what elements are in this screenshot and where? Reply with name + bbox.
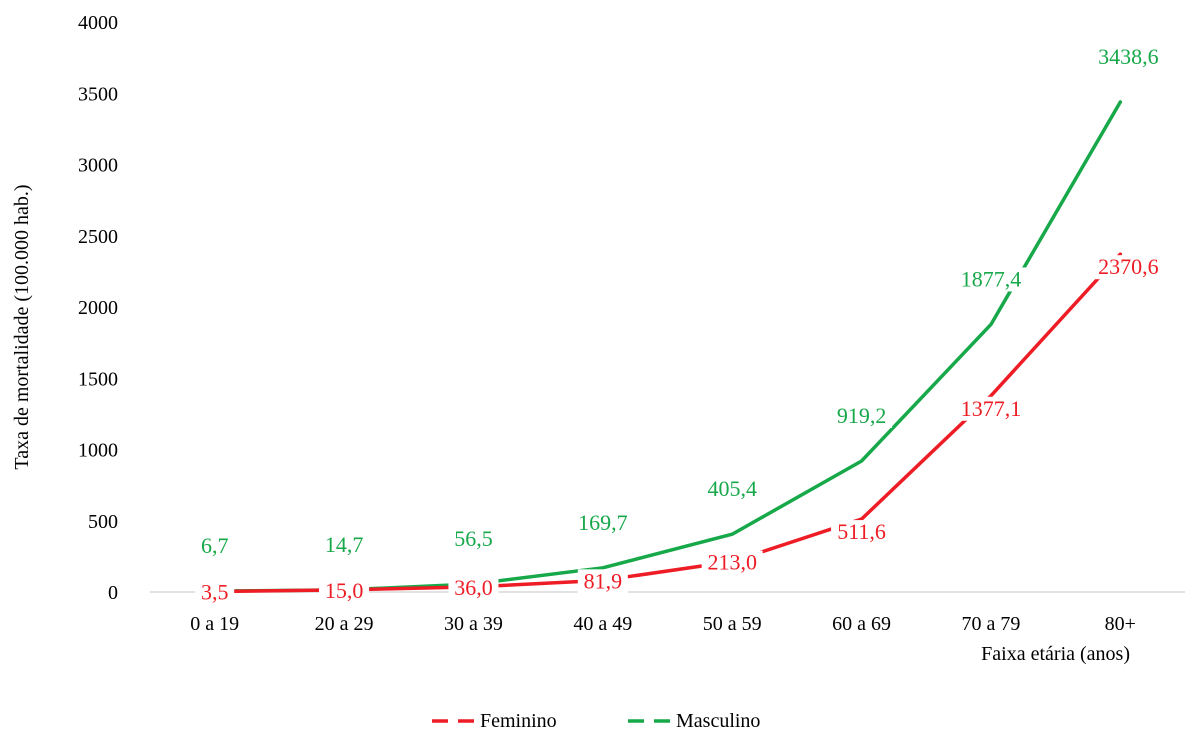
y-tick-label: 3500 (78, 83, 118, 105)
data-label-bg (831, 404, 893, 429)
data-label-bg (195, 534, 235, 559)
x-tick-label: 70 a 79 (961, 613, 1020, 635)
x-tick-label: 50 a 59 (703, 613, 762, 635)
data-label-bg (954, 267, 1027, 292)
x-tick-label: 0 a 19 (190, 613, 239, 635)
x-tick-label: 20 a 29 (315, 613, 374, 635)
data-label-masculino: 3438,6 (1098, 44, 1159, 69)
x-axis-ticks: 0 a 19 20 a 29 30 a 39 40 a 49 50 a 59 60 a 6… (190, 613, 1136, 635)
x-tick-label: 30 a 39 (444, 613, 503, 635)
data-label-bg (1092, 44, 1165, 69)
series-lines (212, 100, 1123, 594)
data-label-bg (954, 396, 1027, 421)
data-label-bg (831, 520, 893, 545)
data-label-feminino: 2370,6 (1098, 254, 1159, 279)
data-label-bg (701, 477, 763, 502)
data-label-masculino: 1877,4 (961, 266, 1022, 291)
data-label-bg (1092, 255, 1165, 280)
y-tick-label: 2000 (78, 297, 118, 319)
x-tick-label: 40 a 49 (573, 613, 632, 635)
y-tick-label: 500 (88, 511, 118, 533)
y-axis-ticks: 0 500 1000 1500 2000 2500 3000 3500 4000 (78, 12, 118, 604)
series-line-masculino (212, 100, 1123, 593)
x-tick-label: 60 a 69 (832, 613, 891, 635)
y-tick-label: 1500 (78, 368, 118, 390)
y-tick-label: 4000 (78, 12, 118, 34)
y-axis-title: Taxa de mortalidade (100.000 hab.) (11, 184, 33, 469)
y-tick-label: 0 (108, 582, 118, 604)
data-label-feminino: 36,0 (454, 575, 493, 600)
x-axis-title: Faixa etária (anos) (981, 643, 1130, 665)
data-label-bg (701, 550, 763, 575)
legend-label-feminino: Feminino (480, 710, 557, 732)
data-label-bg (195, 580, 235, 605)
data-label-bg (448, 575, 499, 600)
data-label-feminino: 1377,1 (961, 396, 1022, 421)
data-labels: 3,5 15,0 36,0 81,9 213,0 511,6 1377,1 2370,6 6,7… (195, 44, 1165, 605)
data-label-bg (577, 569, 628, 594)
data-label-masculino: 169,7 (578, 510, 628, 535)
data-label-bg (572, 510, 634, 535)
data-label-feminino: 511,6 (837, 519, 886, 544)
data-label-masculino: 6,7 (201, 533, 229, 558)
data-label-feminino: 213,0 (707, 550, 757, 575)
y-tick-label: 2500 (78, 226, 118, 248)
data-label-bg (319, 532, 370, 557)
legend: Feminino Masculino (432, 710, 760, 732)
x-tick-label: 80+ (1105, 613, 1136, 635)
data-label-bg (319, 578, 370, 603)
data-label-masculino: 56,5 (454, 526, 493, 551)
data-label-bg (448, 526, 499, 551)
data-label-feminino: 81,9 (584, 568, 623, 593)
y-tick-label: 3000 (78, 155, 118, 177)
data-label-masculino: 405,4 (707, 476, 757, 501)
y-tick-label: 1000 (78, 440, 118, 462)
data-label-masculino: 919,2 (837, 403, 887, 428)
legend-label-masculino: Masculino (676, 710, 760, 732)
data-label-feminino: 15,0 (325, 578, 364, 603)
data-label-masculino: 14,7 (325, 532, 364, 557)
data-label-feminino: 3,5 (201, 580, 229, 605)
